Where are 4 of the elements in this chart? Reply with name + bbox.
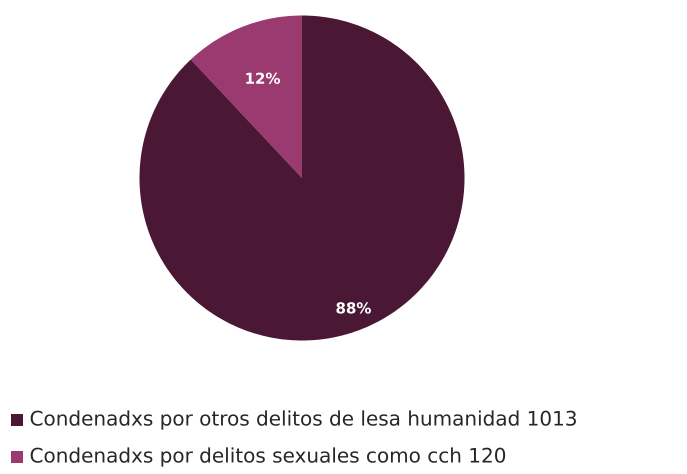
data-label: 88% xyxy=(336,302,371,314)
data-label: 12% xyxy=(246,72,280,84)
legend-label: Condenadxs por otros delitos de lesa humanidad 1013 xyxy=(30,410,576,430)
legend-label: Condenadxs por delitos sexuales como cch 120 xyxy=(30,447,506,467)
